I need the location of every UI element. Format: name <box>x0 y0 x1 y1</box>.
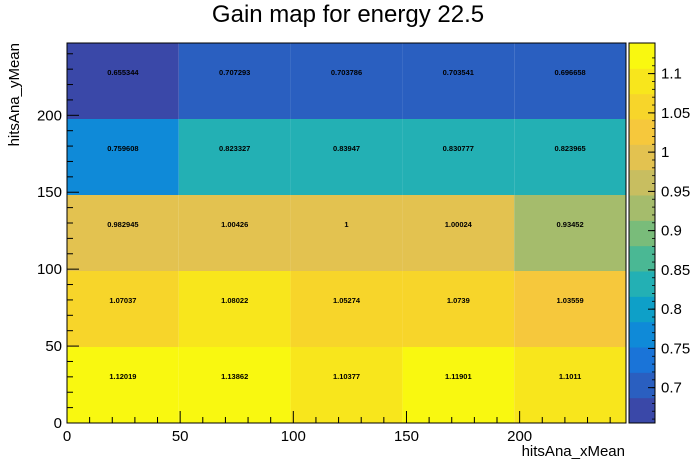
heatmap-cell-labels: 1.12019 1.13862 1.10377 1.11901 1.1011 1.0703… <box>107 68 585 381</box>
palette-frame <box>628 42 656 424</box>
heatmap-cell <box>514 271 626 347</box>
heatmap-cell <box>67 347 179 423</box>
palette-segment <box>629 271 655 297</box>
cell-value-label: 0.830777 <box>443 144 474 153</box>
y-axis-label: hitsAna_yMean <box>6 43 23 146</box>
cell-value-label: 0.759608 <box>107 144 138 153</box>
cell-value-label: 0.823327 <box>219 144 250 153</box>
cell-value-label: 1.08022 <box>221 296 248 305</box>
heatmap-cell <box>67 43 179 119</box>
x-tick-label: 50 <box>172 428 189 445</box>
heatmap-cell <box>514 43 626 119</box>
palette-tick-label: 1.05 <box>661 105 690 122</box>
palette-tick-label: 1 <box>661 144 669 161</box>
palette-tick-label: 0.85 <box>661 262 690 279</box>
cell-value-label: 0.707293 <box>219 68 250 77</box>
palette-segment <box>629 68 655 95</box>
cell-value-label: 1.00426 <box>221 220 248 229</box>
heatmap-cell <box>402 347 515 423</box>
heatmap-cell <box>290 195 403 271</box>
heatmap-cell <box>67 119 179 195</box>
palette-segment <box>629 347 655 373</box>
y-tick-label: 50 <box>45 338 62 355</box>
cell-value-label: 1.13862 <box>221 372 248 381</box>
palette-tick-label: 0.75 <box>661 340 690 357</box>
palette-tick-label: 0.9 <box>661 223 682 240</box>
cell-value-label: 0.83947 <box>333 144 360 153</box>
heatmap-cell <box>290 119 403 195</box>
x-tick-label: 100 <box>281 428 306 445</box>
cell-value-label: 1.11901 <box>445 372 472 381</box>
palette-segment <box>629 93 655 120</box>
cell-value-label: 1.00024 <box>445 220 473 229</box>
cell-value-label: 0.93452 <box>557 220 584 229</box>
heatmap-cell <box>290 271 403 347</box>
palette-tick-label: 0.8 <box>661 301 682 318</box>
palette-segment <box>629 144 655 171</box>
heatmap-cell <box>402 119 515 195</box>
heatmap-cell <box>402 195 515 271</box>
y-tick-label: 100 <box>37 261 62 278</box>
heatmap-cell <box>290 347 403 423</box>
heatmap-cell <box>514 119 626 195</box>
cell-value-label: 1.07037 <box>109 296 136 305</box>
palette-tick-label: 0.7 <box>661 380 682 397</box>
heatmap-cell <box>178 347 291 423</box>
heatmap-cell <box>402 271 515 347</box>
heatmap-cell <box>402 43 515 119</box>
x-tick-label: 150 <box>394 428 419 445</box>
cell-value-label: 1 <box>344 220 348 229</box>
heatmap-cell <box>514 195 626 271</box>
y-tick-label: 150 <box>37 184 62 201</box>
heatmap-cell <box>178 195 291 271</box>
cell-value-label: 0.696658 <box>554 68 585 77</box>
cell-value-label: 1.12019 <box>109 372 136 381</box>
plot-frame <box>66 42 627 424</box>
palette-segment <box>629 321 655 348</box>
chart-title: Gain map for energy 22.5 <box>212 1 484 28</box>
x-tick-label: 0 <box>63 428 71 445</box>
color-palette: 0.7 0.75 0.8 0.85 0.9 0.95 1 1.05 1.1 <box>628 42 690 424</box>
heatmap-cell <box>178 119 291 195</box>
y-tick-label: 0 <box>54 415 62 432</box>
palette-tick-label: 0.95 <box>661 183 690 200</box>
cell-value-label: 0.703786 <box>331 68 362 77</box>
y-tick-label: 200 <box>37 107 62 124</box>
heatmap-cell <box>514 347 626 423</box>
palette-segment <box>629 220 655 247</box>
palette-tick-label: 1.1 <box>661 66 682 83</box>
heatmap-cell <box>178 43 291 119</box>
cell-value-label: 0.655344 <box>107 68 139 77</box>
palette-segment <box>629 372 655 399</box>
heatmap-cells <box>67 43 626 423</box>
cell-value-label: 1.05274 <box>333 296 361 305</box>
heatmap-cell <box>67 195 179 271</box>
x-axis-label: hitsAna_xMean <box>522 443 625 460</box>
cell-value-label: 1.1011 <box>559 372 582 381</box>
x-tick-label: 200 <box>507 428 532 445</box>
heatmap-cell <box>290 43 403 119</box>
cell-value-label: 1.03559 <box>557 296 584 305</box>
cell-value-label: 0.982945 <box>107 220 138 229</box>
heatmap-cell <box>67 271 179 347</box>
palette-segment <box>629 245 655 272</box>
palette-segment <box>629 195 655 221</box>
heatmap-cell <box>178 271 291 347</box>
palette-segment <box>629 119 655 145</box>
axes: 0 50 100 150 200 0 50 100 150 200 <box>37 42 627 445</box>
palette-segment <box>629 43 655 69</box>
cell-value-label: 1.10377 <box>333 372 360 381</box>
cell-value-label: 0.823965 <box>554 144 585 153</box>
cell-value-label: 1.0739 <box>447 296 470 305</box>
palette-segment <box>629 397 655 424</box>
cell-value-label: 0.703541 <box>443 68 474 77</box>
